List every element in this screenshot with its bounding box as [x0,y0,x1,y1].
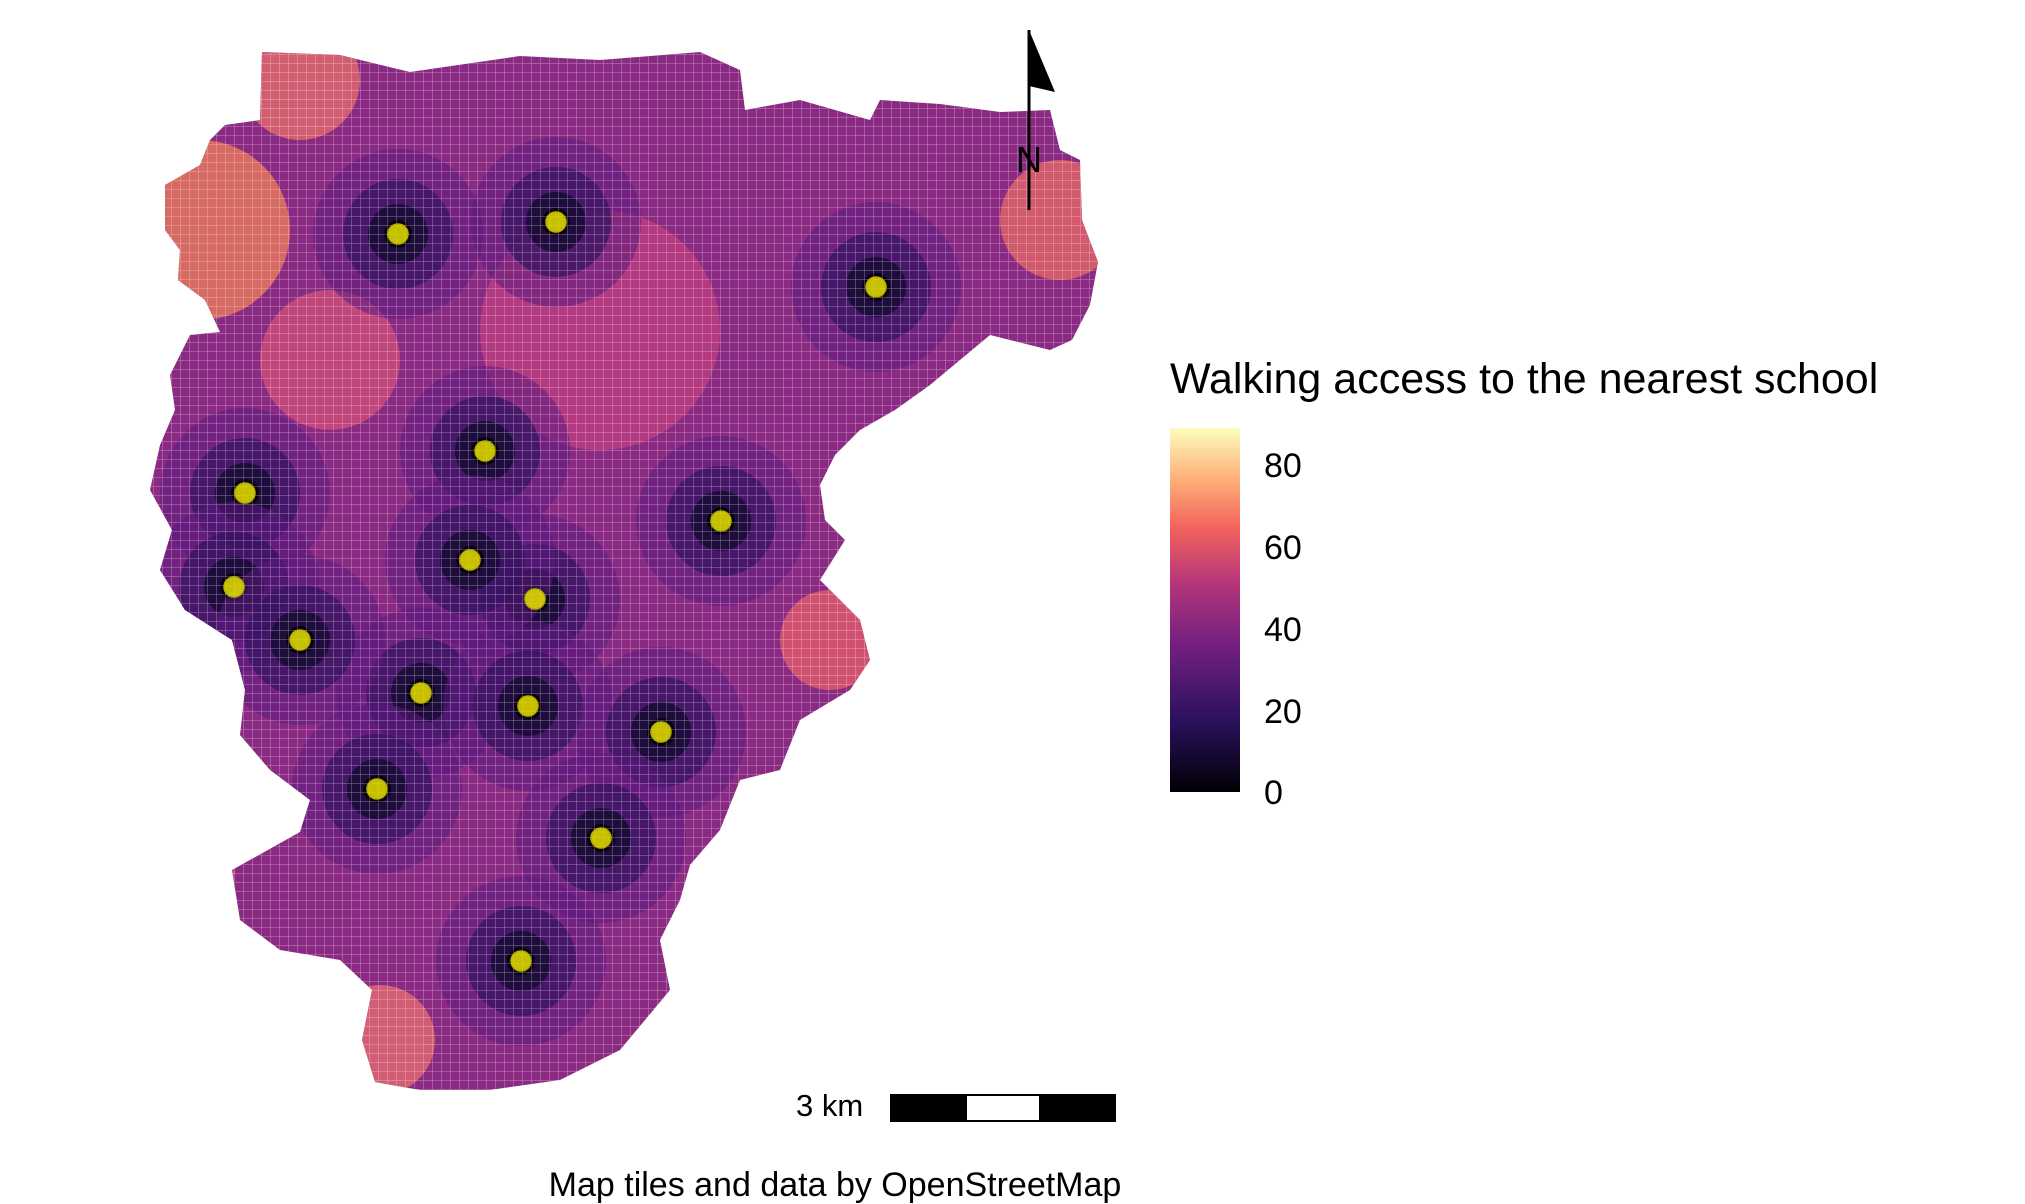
scale-bar-segment [965,1094,1041,1122]
school-point [410,682,432,704]
legend-title: Walking access to the nearest school [1170,355,1879,403]
legend-colorbar [1170,428,1240,792]
scale-bar [890,1094,1116,1122]
school-point [459,549,481,571]
legend-tick-mark [1240,629,1254,631]
legend-label-60: 60 [1264,529,1302,567]
legend-tick-mark [1240,790,1254,792]
scale-bar-segment [890,1094,966,1122]
school-point [650,721,672,743]
legend-tick-mark [1240,465,1254,467]
scale-bar-label: 3 km [796,1088,864,1123]
map-attribution: Map tiles and data by OpenStreetMap [548,1166,1122,1204]
school-point [590,827,612,849]
school-point [545,211,567,233]
legend-label-20: 20 [1264,693,1302,731]
legend-label-0: 0 [1264,774,1283,812]
scale-bar-segment [1040,1094,1116,1122]
school-point [865,276,887,298]
school-point [510,950,532,972]
legend-label-80: 80 [1264,447,1302,485]
school-point [234,482,256,504]
legend-tick-mark [1240,547,1254,549]
school-point [289,629,311,651]
school-point [524,588,546,610]
school-point [710,510,732,532]
north-arrow: N [1016,30,1055,210]
school-points-layer [223,211,887,972]
school-point [474,440,496,462]
school-point [517,695,539,717]
legend-label-40: 40 [1264,611,1302,649]
school-point [366,778,388,800]
school-point [387,223,409,245]
north-arrow-label: N [1016,139,1042,180]
school-point [223,576,245,598]
legend-tick-mark [1240,711,1254,713]
